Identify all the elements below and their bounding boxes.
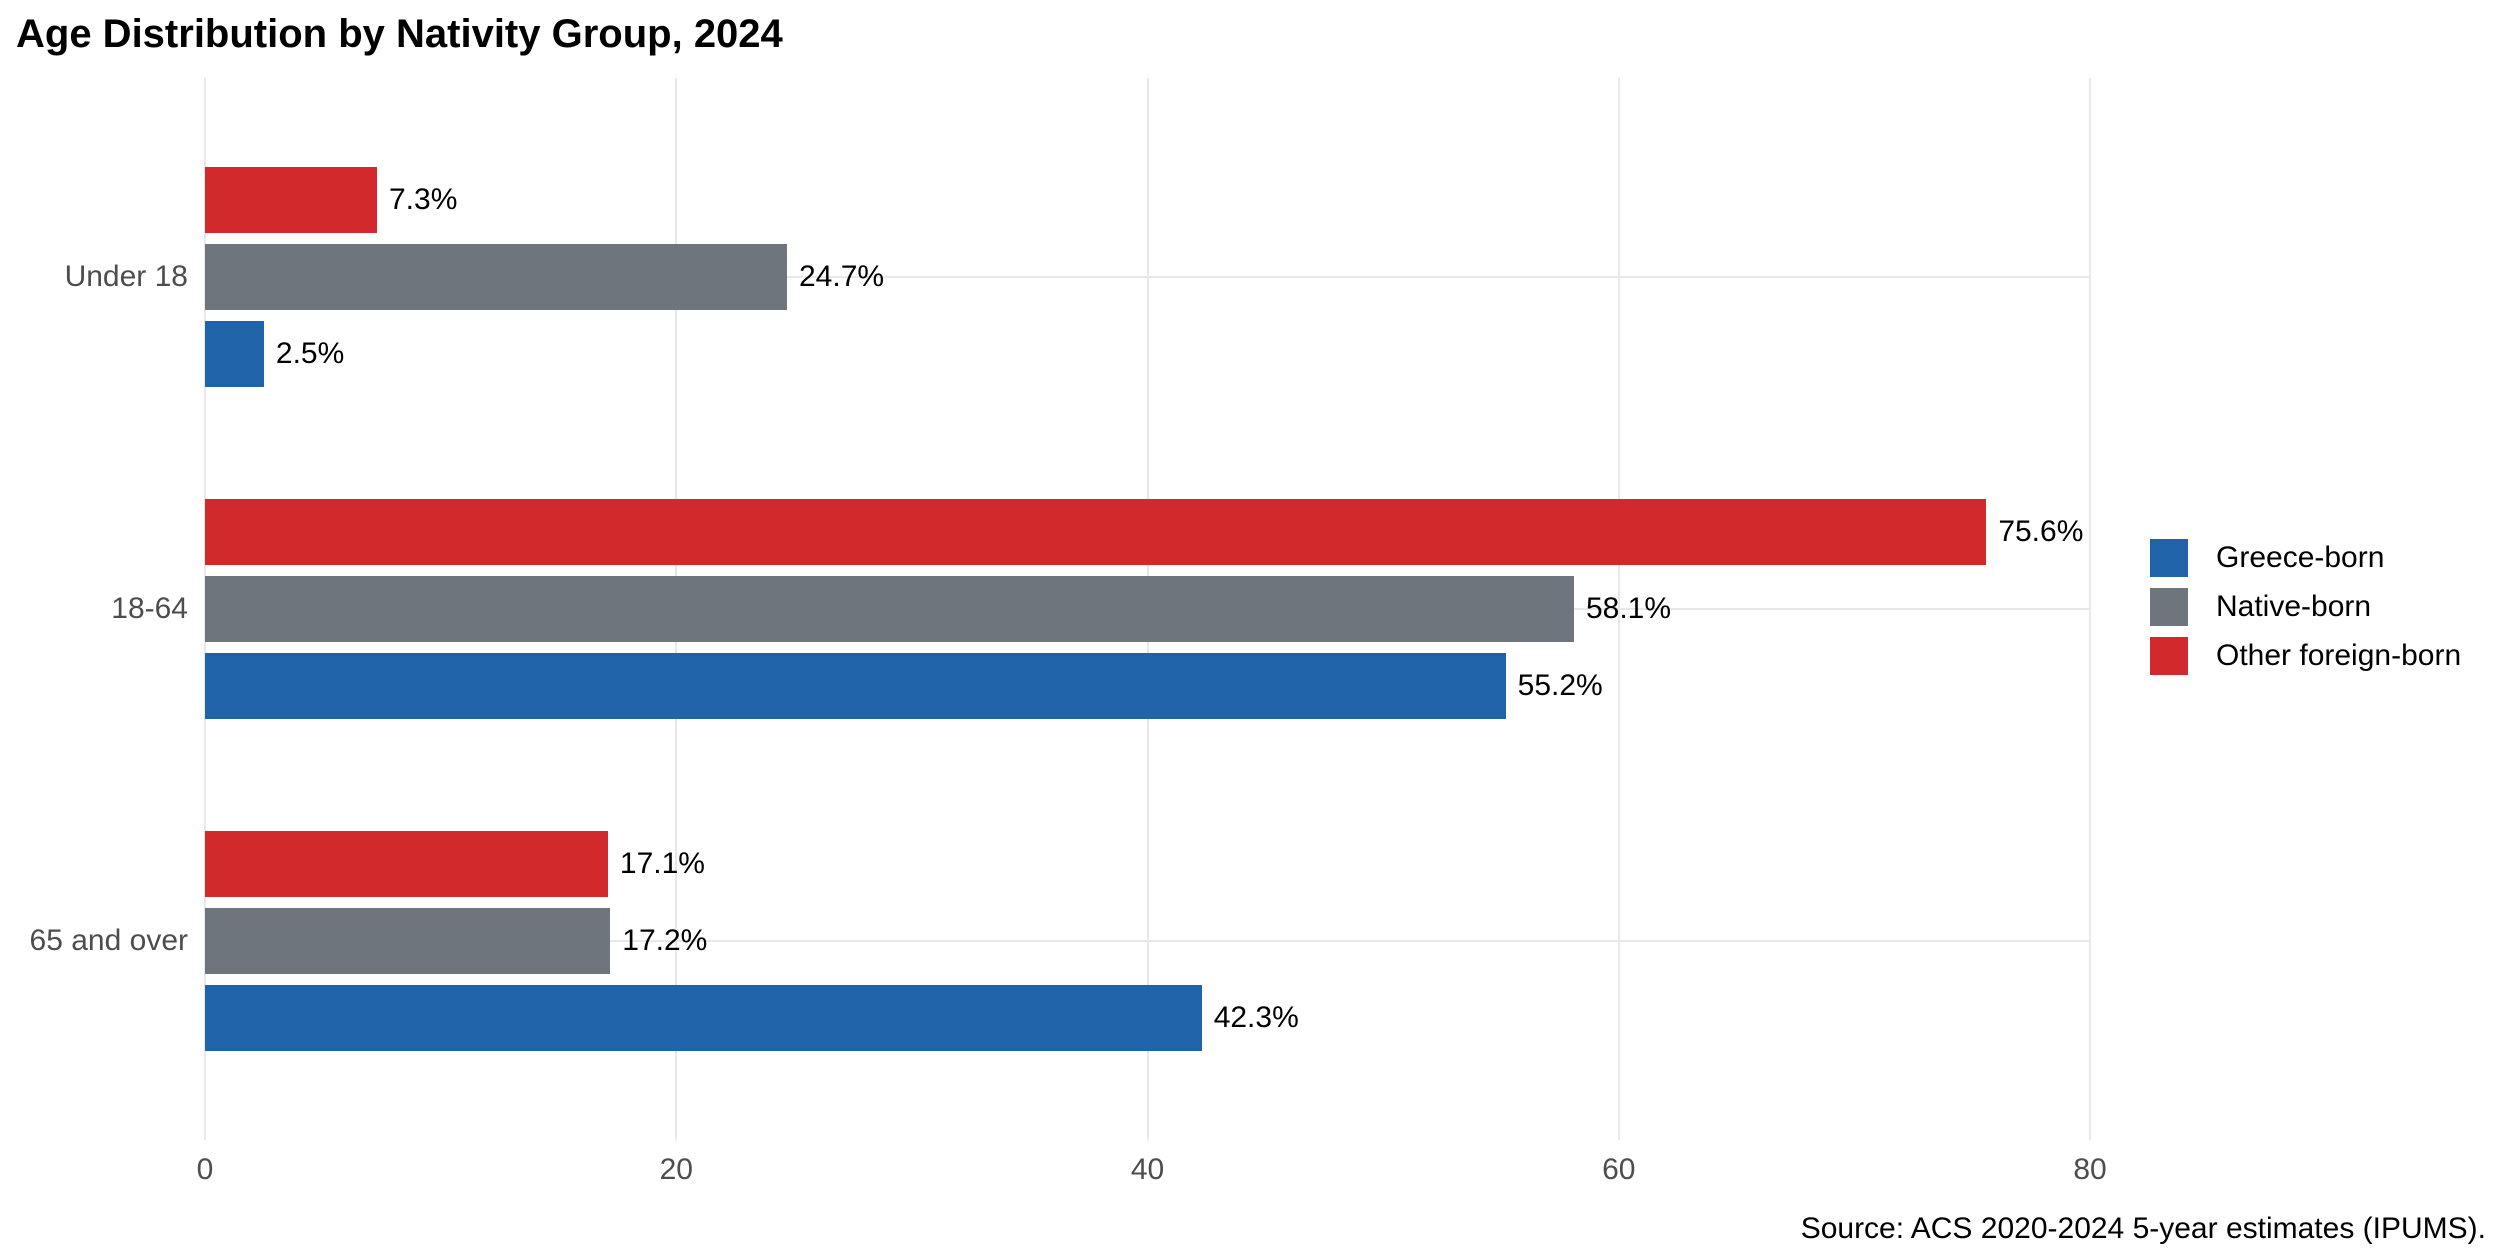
x-tick-label: 80 <box>2073 1153 2107 1186</box>
y-gridline <box>205 276 2090 278</box>
legend-item: Native-born <box>2150 588 2461 626</box>
legend-item: Greece-born <box>2150 539 2461 577</box>
category-label: 18-64 <box>111 592 188 625</box>
legend-label: Native-born <box>2216 590 2372 623</box>
x-tick-label: 0 <box>196 1153 214 1186</box>
x-gridline <box>2089 78 2091 1140</box>
legend-label: Other foreign-born <box>2216 639 2462 672</box>
value-label: 17.2% <box>622 924 708 957</box>
legend-item: Other foreign-born <box>2150 637 2461 675</box>
chart-title: Age Distribution by Nativity Group, 2024 <box>16 12 783 56</box>
value-label: 17.1% <box>619 847 705 880</box>
legend-swatch-greece-born-icon <box>2150 539 2188 577</box>
x-tick-label: 20 <box>659 1153 693 1186</box>
bar-greece-born <box>205 653 1506 719</box>
bar-other-foreign-born <box>205 167 377 233</box>
value-label: 7.3% <box>389 183 458 216</box>
category-label: Under 18 <box>64 260 188 293</box>
value-label: 2.5% <box>275 337 345 370</box>
bar-native-born <box>205 908 611 974</box>
value-label: 24.7% <box>798 260 885 293</box>
bar-other-foreign-born <box>205 499 1987 565</box>
x-tick-label: 60 <box>1602 1153 1636 1186</box>
y-gridline <box>205 940 2090 942</box>
value-label: 75.6% <box>1998 515 2084 548</box>
bar-other-foreign-born <box>205 831 608 897</box>
bar-greece-born <box>205 321 264 387</box>
value-label: 55.2% <box>1517 669 1603 702</box>
legend-swatch-native-born-icon <box>2150 588 2188 626</box>
category-label: 65 and over <box>29 924 188 957</box>
x-tick-label: 40 <box>1130 1153 1165 1186</box>
legend: Greece-born Native-born Other foreign-bo… <box>2150 539 2461 675</box>
source-note: Source: ACS 2020-2024 5-year estimates (… <box>1800 1212 2486 1245</box>
legend-swatch-other-foreign-born-icon <box>2150 637 2188 675</box>
bar-native-born <box>205 244 787 310</box>
value-label: 42.3% <box>1213 1001 1299 1034</box>
bar-greece-born <box>205 985 1202 1051</box>
bar-native-born <box>205 576 1574 642</box>
value-label: 58.1% <box>1585 592 1672 625</box>
legend-label: Greece-born <box>2216 541 2385 574</box>
